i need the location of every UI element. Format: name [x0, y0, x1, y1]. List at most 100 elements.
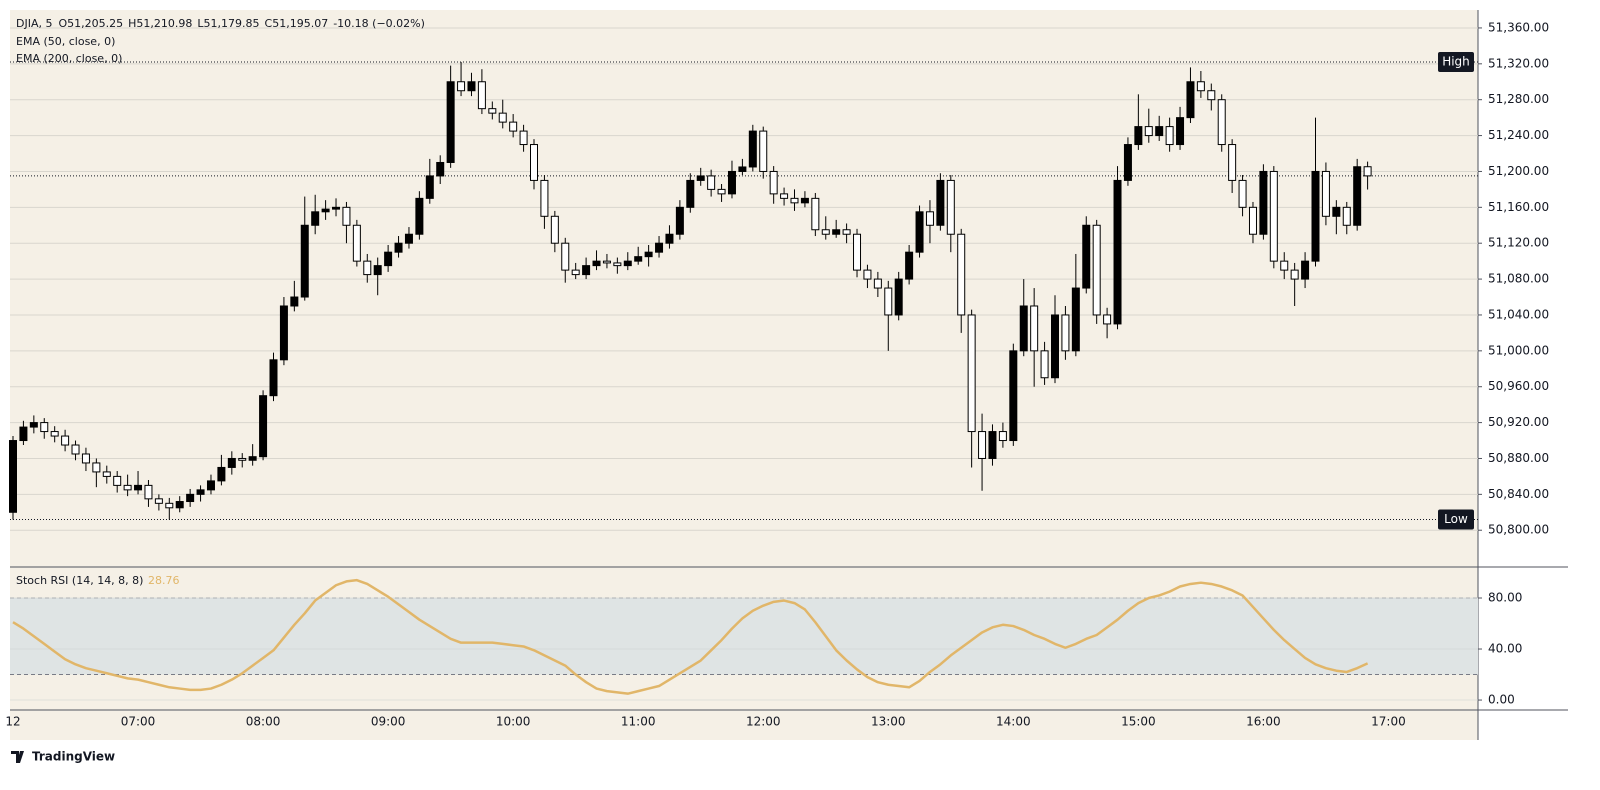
candle-body — [394, 242, 403, 253]
candle-body — [623, 260, 632, 267]
y-tick-label: 50,920.00 — [1488, 415, 1549, 429]
candle-body — [1186, 81, 1195, 119]
y-tick-label: 50,880.00 — [1488, 451, 1549, 465]
candle-body — [1030, 305, 1039, 352]
candle-body — [175, 501, 184, 509]
candle-body — [425, 175, 434, 199]
candle-body — [290, 296, 299, 307]
x-tick-label: 12:00 — [746, 715, 781, 729]
candle-body — [1228, 144, 1237, 181]
indicator-label: Stoch RSI (14, 14, 8, 8) — [16, 574, 143, 587]
y-tick-label: 51,160.00 — [1488, 200, 1549, 214]
candle-body — [363, 260, 372, 276]
candle-body — [477, 81, 486, 110]
x-tick-label: 07:00 — [121, 715, 156, 729]
candle-body — [467, 81, 476, 92]
candle-body — [853, 233, 862, 271]
candle-body — [863, 269, 872, 280]
level-badge — [1438, 52, 1474, 73]
candle-body — [832, 229, 841, 235]
candle-body — [1071, 287, 1080, 352]
candle-body — [1176, 117, 1185, 146]
candle-body — [196, 489, 205, 495]
candle-body — [92, 462, 101, 473]
candle-body — [644, 251, 653, 258]
candle-body — [498, 112, 507, 123]
y-tick-label: 51,280.00 — [1488, 92, 1549, 106]
candle-body — [404, 233, 413, 244]
candle-body — [925, 211, 934, 226]
candle-body — [1144, 126, 1153, 137]
candle-body — [1321, 170, 1330, 217]
candle-body — [1280, 260, 1289, 271]
y-tick-label: 40.00 — [1488, 642, 1522, 656]
candle-body — [1040, 350, 1049, 379]
band-fill — [10, 597, 1478, 675]
candle-body — [352, 224, 361, 262]
level-badge — [1438, 509, 1474, 530]
candle-body — [227, 457, 236, 468]
y-tick-label: 51,240.00 — [1488, 128, 1549, 142]
candle-body — [988, 431, 997, 459]
candle-body — [821, 229, 830, 235]
candle-body — [780, 193, 789, 199]
candle-body — [269, 359, 278, 397]
candle-body — [342, 206, 351, 226]
candle-body — [206, 480, 215, 491]
candle-body — [946, 179, 955, 235]
candle-body — [915, 211, 924, 253]
candle-body — [1123, 144, 1132, 181]
candle-body — [1019, 305, 1028, 352]
candle-body — [50, 431, 59, 437]
candle-body — [717, 188, 726, 195]
candle-body — [748, 130, 757, 168]
x-tick-label: 11:00 — [621, 715, 656, 729]
candle-body — [81, 453, 90, 464]
brand-logo — [11, 751, 24, 763]
marks — [9, 62, 1372, 695]
candle-body — [738, 166, 747, 172]
candle-body — [9, 440, 17, 513]
candle-body — [165, 502, 174, 509]
candle-body — [1009, 350, 1018, 442]
candle-body — [655, 242, 664, 253]
candle-body — [800, 197, 809, 204]
candle-body — [217, 466, 226, 482]
candle-body — [248, 456, 257, 461]
candle-body — [446, 81, 455, 163]
candle-body — [29, 422, 38, 428]
candle-body — [873, 278, 882, 289]
y-tick-label: 51,200.00 — [1488, 164, 1549, 178]
x-tick-label: 13:00 — [871, 715, 906, 729]
candle-body — [1259, 170, 1268, 235]
legend-item: -10.18 (−0.02%) — [333, 17, 425, 30]
candle-body — [1155, 126, 1164, 137]
candle-body — [102, 471, 111, 477]
candle-body — [530, 144, 538, 181]
candle-body — [769, 170, 778, 195]
candle-body — [1301, 260, 1310, 280]
candle-body — [1092, 224, 1101, 316]
y-tick-label: 51,000.00 — [1488, 343, 1549, 357]
candle-body — [759, 130, 768, 172]
candle-body — [1269, 170, 1278, 262]
x-tick-label: 16:00 — [1246, 715, 1281, 729]
level-label: Low — [1444, 512, 1468, 526]
y-tick-label: 50,960.00 — [1488, 379, 1549, 393]
y-tick-label: 0.00 — [1488, 693, 1515, 707]
stoch-line — [12, 578, 1369, 695]
candle-body — [415, 197, 424, 235]
candle-body — [332, 206, 341, 210]
candle-body — [675, 206, 684, 235]
candle-body — [1196, 81, 1205, 92]
indicator-label: EMA (50, close, 0) — [16, 35, 115, 48]
candle-body — [1353, 166, 1362, 226]
candle-body — [707, 175, 716, 190]
labels: EMA (50, close, 0) EMA (200, close, 0) S… — [5, 17, 1549, 764]
candle-body — [696, 175, 705, 181]
candle-body — [1207, 90, 1216, 101]
x-tick-label: 08:00 — [246, 715, 281, 729]
candle-body — [509, 121, 518, 132]
candle-body — [186, 493, 195, 503]
